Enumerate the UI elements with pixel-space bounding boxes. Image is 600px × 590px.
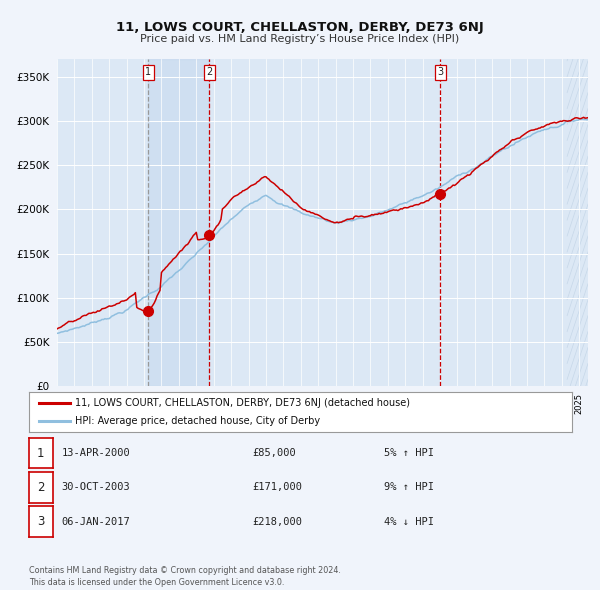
Text: £218,000: £218,000 — [252, 517, 302, 526]
Text: £171,000: £171,000 — [252, 483, 302, 492]
Text: 4% ↓ HPI: 4% ↓ HPI — [384, 517, 434, 526]
Text: 30-OCT-2003: 30-OCT-2003 — [62, 483, 131, 492]
Text: 2: 2 — [37, 481, 44, 494]
Text: 1: 1 — [37, 447, 44, 460]
Text: 13-APR-2000: 13-APR-2000 — [62, 448, 131, 458]
Text: Contains HM Land Registry data © Crown copyright and database right 2024.
This d: Contains HM Land Registry data © Crown c… — [29, 566, 341, 587]
Text: 06-JAN-2017: 06-JAN-2017 — [62, 517, 131, 526]
Text: 1: 1 — [145, 67, 151, 77]
Text: 2: 2 — [206, 67, 212, 77]
Text: 5% ↑ HPI: 5% ↑ HPI — [384, 448, 434, 458]
Text: 11, LOWS COURT, CHELLASTON, DERBY, DE73 6NJ: 11, LOWS COURT, CHELLASTON, DERBY, DE73 … — [116, 21, 484, 34]
Text: HPI: Average price, detached house, City of Derby: HPI: Average price, detached house, City… — [75, 416, 320, 426]
Text: 11, LOWS COURT, CHELLASTON, DERBY, DE73 6NJ (detached house): 11, LOWS COURT, CHELLASTON, DERBY, DE73 … — [75, 398, 410, 408]
Bar — [148, 59, 209, 386]
Text: £85,000: £85,000 — [252, 448, 296, 458]
Text: 3: 3 — [437, 67, 443, 77]
Text: Price paid vs. HM Land Registry’s House Price Index (HPI): Price paid vs. HM Land Registry’s House … — [140, 34, 460, 44]
Text: 3: 3 — [37, 515, 44, 528]
Text: 9% ↑ HPI: 9% ↑ HPI — [384, 483, 434, 492]
